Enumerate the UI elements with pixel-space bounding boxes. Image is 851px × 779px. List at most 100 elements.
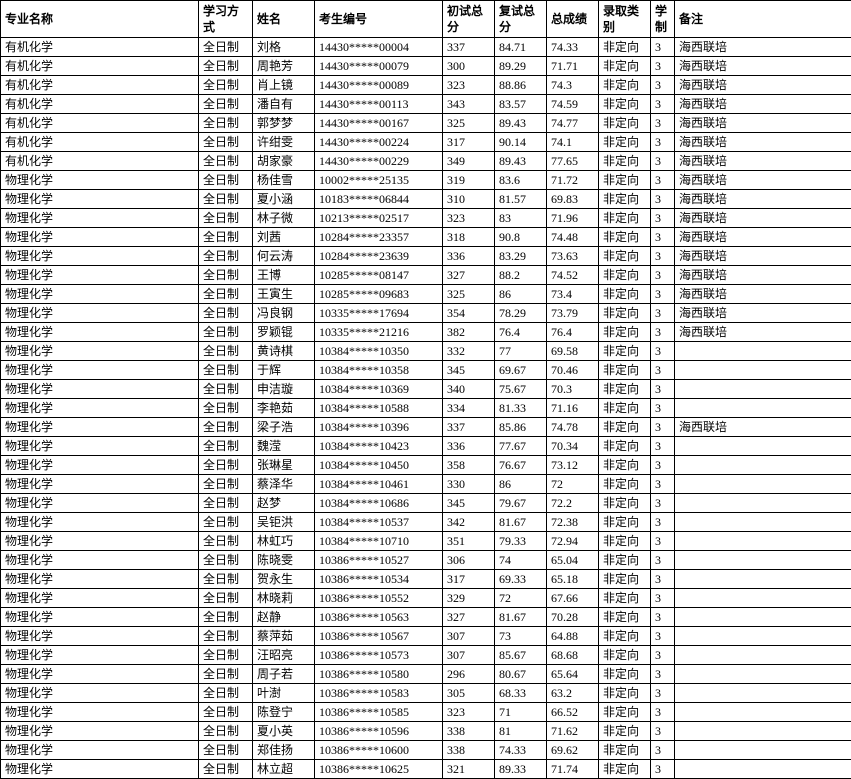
table-cell: 73.63 [547, 247, 599, 266]
table-row: 有机化学全日制刘格14430*****0000433784.7174.33非定向… [1, 38, 851, 57]
table-cell: 全日制 [199, 266, 253, 285]
table-cell: 65.18 [547, 570, 599, 589]
table-cell: 非定向 [599, 342, 651, 361]
table-row: 有机化学全日制许绀雯14430*****0022431790.1474.1非定向… [1, 133, 851, 152]
table-cell [675, 589, 851, 608]
table-cell: 有机化学 [1, 38, 199, 57]
table-cell: 全日制 [199, 437, 253, 456]
table-cell: 物理化学 [1, 608, 199, 627]
table-cell: 海西联培 [675, 38, 851, 57]
table-cell: 周艳芳 [253, 57, 315, 76]
table-cell: 全日制 [199, 95, 253, 114]
table-cell: 海西联培 [675, 114, 851, 133]
table-row: 物理化学全日制赵梦10384*****1068634579.6772.2非定向3 [1, 494, 851, 513]
table-cell: 71.71 [547, 57, 599, 76]
table-cell: 郭梦梦 [253, 114, 315, 133]
table-cell: 10335*****21216 [315, 323, 443, 342]
table-cell: 赵梦 [253, 494, 315, 513]
table-cell: 赵静 [253, 608, 315, 627]
table-cell: 物理化学 [1, 703, 199, 722]
table-cell: 物理化学 [1, 228, 199, 247]
table-header-row: 专业名称学习方式姓名考生编号初试总分复试总分总成绩录取类别学制备注 [1, 1, 851, 38]
table-cell: 73.79 [547, 304, 599, 323]
table-cell: 梁子浩 [253, 418, 315, 437]
table-cell: 非定向 [599, 760, 651, 779]
table-cell: 84.71 [495, 38, 547, 57]
table-cell: 340 [443, 380, 495, 399]
table-cell: 物理化学 [1, 551, 199, 570]
table-cell: 非定向 [599, 152, 651, 171]
table-cell: 于辉 [253, 361, 315, 380]
table-cell: 物理化学 [1, 342, 199, 361]
table-cell: 有机化学 [1, 114, 199, 133]
table-cell: 10384*****10588 [315, 399, 443, 418]
table-cell: 74.77 [547, 114, 599, 133]
table-row: 物理化学全日制林立超10386*****1062532189.3371.74非定… [1, 760, 851, 779]
table-cell: 318 [443, 228, 495, 247]
table-cell: 83.57 [495, 95, 547, 114]
table-cell: 非定向 [599, 266, 651, 285]
table-cell: 有机化学 [1, 76, 199, 95]
header-cell: 录取类别 [599, 1, 651, 38]
table-row: 物理化学全日制李艳茹10384*****1058833481.3371.16非定… [1, 399, 851, 418]
table-cell: 物理化学 [1, 437, 199, 456]
table-cell: 74.1 [547, 133, 599, 152]
table-cell: 物理化学 [1, 589, 199, 608]
table-cell: 10002*****25135 [315, 171, 443, 190]
table-cell: 74.59 [547, 95, 599, 114]
table-cell: 林子微 [253, 209, 315, 228]
table-cell: 非定向 [599, 304, 651, 323]
table-cell [675, 722, 851, 741]
table-cell [675, 741, 851, 760]
table-cell: 3 [651, 114, 675, 133]
table-cell: 10386*****10552 [315, 589, 443, 608]
table-cell: 海西联培 [675, 304, 851, 323]
table-cell: 许绀雯 [253, 133, 315, 152]
table-cell: 3 [651, 760, 675, 779]
table-cell: 全日制 [199, 703, 253, 722]
table-cell: 物理化学 [1, 741, 199, 760]
table-cell: 海西联培 [675, 57, 851, 76]
table-cell [675, 646, 851, 665]
table-cell: 332 [443, 342, 495, 361]
table-cell: 3 [651, 171, 675, 190]
table-cell: 343 [443, 95, 495, 114]
table-cell: 全日制 [199, 285, 253, 304]
table-cell: 10285*****09683 [315, 285, 443, 304]
table-cell: 3 [651, 304, 675, 323]
table-cell: 14430*****00113 [315, 95, 443, 114]
table-cell: 物理化学 [1, 266, 199, 285]
table-row: 物理化学全日制陈登宁10386*****105853237166.52非定向3 [1, 703, 851, 722]
table-cell: 全日制 [199, 646, 253, 665]
table-cell: 非定向 [599, 247, 651, 266]
table-cell: 10384*****10423 [315, 437, 443, 456]
table-cell: 刘格 [253, 38, 315, 57]
table-cell: 3 [651, 418, 675, 437]
table-cell: 全日制 [199, 228, 253, 247]
table-cell: 323 [443, 703, 495, 722]
table-cell: 10384*****10686 [315, 494, 443, 513]
table-cell: 肖上镜 [253, 76, 315, 95]
table-cell: 3 [651, 285, 675, 304]
table-cell: 物理化学 [1, 494, 199, 513]
table-cell: 全日制 [199, 380, 253, 399]
table-cell: 10284*****23357 [315, 228, 443, 247]
table-cell: 334 [443, 399, 495, 418]
table-cell: 物理化学 [1, 760, 199, 779]
table-cell: 3 [651, 570, 675, 589]
table-cell: 71.62 [547, 722, 599, 741]
table-cell: 非定向 [599, 551, 651, 570]
table-cell [675, 665, 851, 684]
table-cell: 327 [443, 266, 495, 285]
table-body: 有机化学全日制刘格14430*****0000433784.7174.33非定向… [1, 38, 851, 779]
table-cell: 77 [495, 342, 547, 361]
table-cell: 71.96 [547, 209, 599, 228]
header-cell: 复试总分 [495, 1, 547, 38]
table-cell: 陈晓雯 [253, 551, 315, 570]
table-cell: 物理化学 [1, 285, 199, 304]
table-cell: 70.28 [547, 608, 599, 627]
table-cell: 非定向 [599, 114, 651, 133]
table-cell: 10213*****02517 [315, 209, 443, 228]
table-cell: 物理化学 [1, 646, 199, 665]
table-cell: 345 [443, 361, 495, 380]
